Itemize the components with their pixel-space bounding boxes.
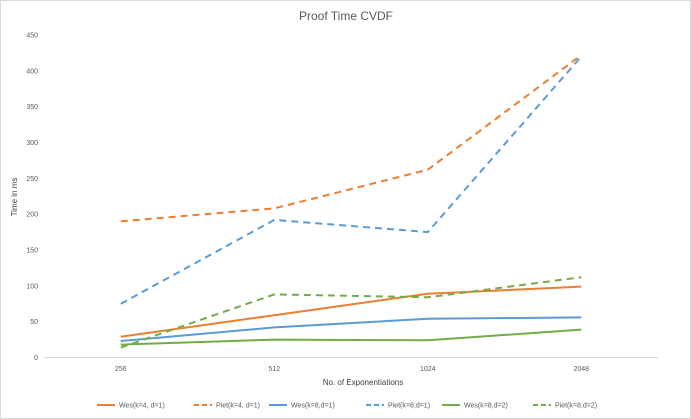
series-line-2	[120, 54, 582, 223]
series-line-4	[120, 55, 583, 305]
y-axis: 0 50 100 150 200 250 300 350 400 450	[26, 33, 38, 363]
series-line-5	[120, 328, 582, 346]
y-axis-label: Time in ms	[10, 178, 19, 217]
y-tick-label: 450	[26, 33, 38, 40]
legend-label: Piet(k=8,d=1)	[388, 403, 430, 410]
y-tick-label: 100	[26, 283, 38, 290]
legend-label: Wes(k=4, d=1)	[119, 403, 165, 410]
y-tick-label: 350	[26, 104, 38, 111]
series-line-6	[120, 276, 582, 349]
legend: Wes(k=4, d=1) Piet(k=4, d=1) Wes(k=8,d=1) P…	[97, 403, 597, 410]
series-line-3	[120, 316, 582, 342]
x-tick-label: 256	[115, 366, 127, 373]
x-axis: 256 512 1024 2048	[115, 366, 589, 373]
y-tick-label: 250	[26, 176, 38, 183]
y-tick-label: 0	[34, 355, 38, 362]
y-tick-label: 200	[26, 212, 38, 219]
chart-title: Proof Time CVDF	[299, 9, 393, 23]
legend-label: Piet(k=8,d=2)	[555, 403, 597, 410]
x-axis-label: No. of Exponentiations	[323, 378, 404, 387]
y-tick-label: 150	[26, 248, 38, 255]
x-tick-label: 1024	[420, 366, 436, 373]
legend-label: Wes(k=8,d=2)	[464, 403, 508, 410]
series-line-1	[120, 285, 582, 338]
legend-label: Wes(k=8,d=1)	[291, 403, 335, 410]
series-lines	[120, 54, 583, 349]
y-tick-label: 300	[26, 140, 38, 147]
legend-label: Piet(k=4, d=1)	[216, 403, 260, 410]
y-tick-label: 400	[26, 68, 38, 75]
x-tick-label: 512	[268, 366, 280, 373]
y-tick-label: 50	[30, 319, 38, 326]
x-tick-label: 2048	[573, 366, 589, 373]
